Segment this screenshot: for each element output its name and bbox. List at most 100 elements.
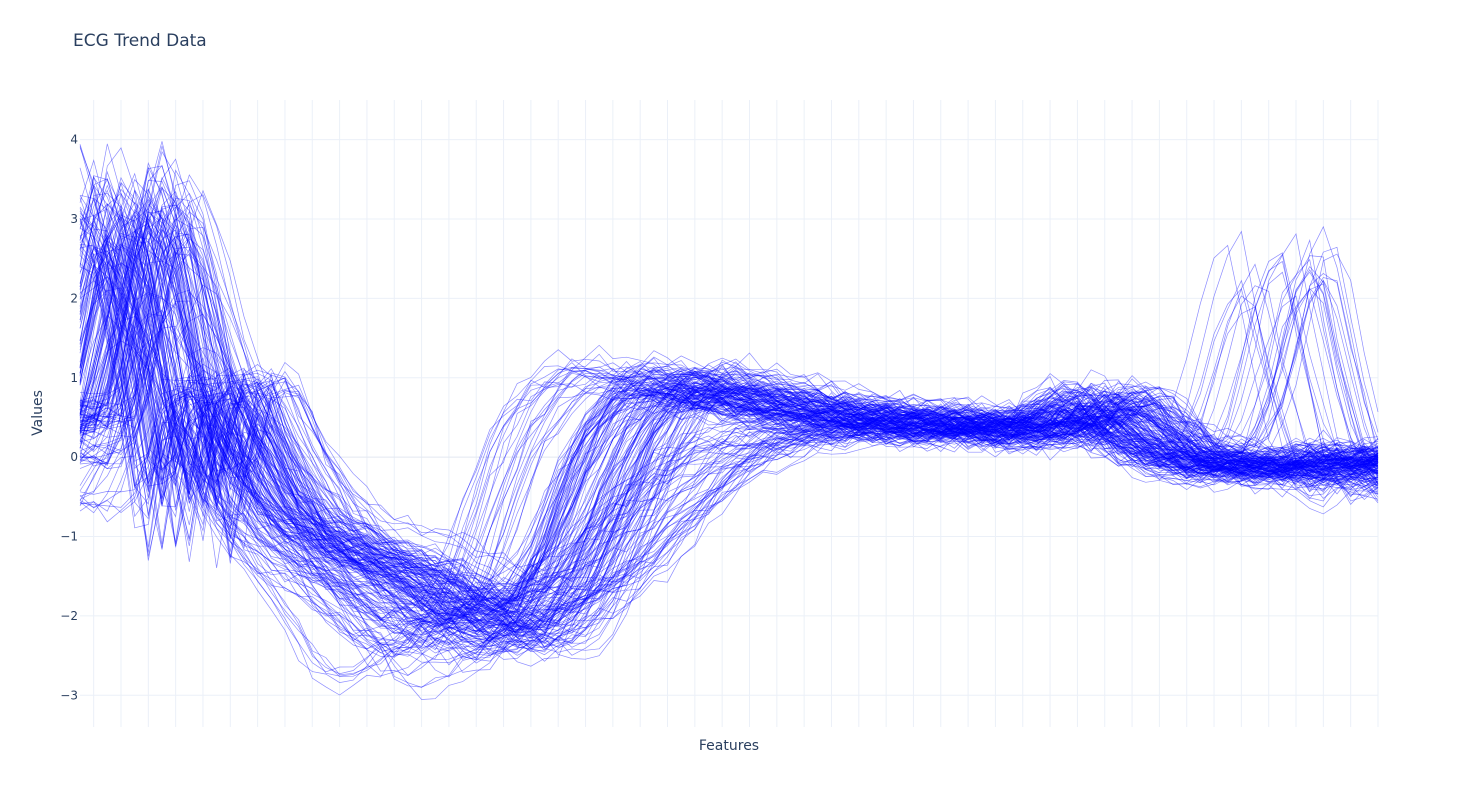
y-tick-labels: −3 −2 −1 0 1 2 3 4 <box>60 133 78 703</box>
series-line <box>79 192 1379 633</box>
y-tick-label: 3 <box>70 212 78 226</box>
series-line <box>79 240 1379 618</box>
series-line <box>79 175 1379 616</box>
series-line <box>79 170 1379 626</box>
series-line <box>79 175 1379 645</box>
series-line <box>79 194 1379 647</box>
series-line <box>79 300 1379 688</box>
chart-title: ECG Trend Data <box>73 31 207 51</box>
series-line <box>79 213 1379 614</box>
series-line <box>79 230 1379 635</box>
series-line <box>79 240 1379 631</box>
series-line <box>79 248 1379 624</box>
series-line <box>79 251 1379 598</box>
series-line <box>79 262 1379 599</box>
series-line <box>79 164 1379 655</box>
series-line <box>79 287 1379 676</box>
series-line <box>79 255 1379 601</box>
series-line <box>79 228 1379 628</box>
series-line <box>79 224 1379 635</box>
series-line <box>79 313 1379 660</box>
series-line <box>79 208 1379 630</box>
series-line <box>79 145 1379 642</box>
series-line <box>79 208 1379 611</box>
series-line <box>79 328 1379 654</box>
series-line <box>79 211 1379 625</box>
series-line <box>79 215 1379 631</box>
series-line <box>79 291 1379 700</box>
series-line <box>79 210 1379 615</box>
series-line <box>79 217 1379 650</box>
series-line <box>79 248 1379 630</box>
series-line <box>79 292 1379 677</box>
series-line <box>79 215 1379 624</box>
series-line <box>79 228 1379 591</box>
series-line <box>79 181 1379 644</box>
series-line <box>79 234 1379 605</box>
series-line <box>79 143 1379 651</box>
series-line <box>79 238 1379 636</box>
series-line <box>79 244 1379 603</box>
series-line <box>79 263 1379 612</box>
series-line <box>79 197 1379 644</box>
series-line <box>79 187 1379 638</box>
y-tick-label: −1 <box>60 530 78 544</box>
series-line <box>79 244 1379 636</box>
series-line <box>79 218 1379 645</box>
series-line <box>79 235 1379 634</box>
series-line <box>79 188 1379 664</box>
series-line <box>79 176 1379 656</box>
series-line <box>79 253 1379 618</box>
series-line <box>79 166 1379 652</box>
series-line <box>79 313 1379 653</box>
series-line <box>79 302 1379 676</box>
series-line <box>79 186 1379 636</box>
series-line <box>79 209 1379 651</box>
series-line <box>79 264 1379 613</box>
series-line <box>79 189 1379 649</box>
series-line <box>79 158 1379 656</box>
series-line <box>79 145 1379 657</box>
series-line <box>79 246 1379 617</box>
series-line <box>79 289 1379 688</box>
x-axis-label: Features <box>698 738 760 754</box>
series-line <box>79 213 1379 607</box>
series-line <box>79 198 1379 635</box>
series-line <box>79 289 1379 675</box>
series-line <box>79 208 1379 667</box>
series-line <box>79 235 1379 648</box>
series-line <box>79 194 1379 634</box>
series-line <box>79 236 1379 630</box>
series-line <box>79 234 1379 609</box>
series-line <box>79 203 1379 633</box>
series-line <box>79 189 1379 656</box>
series-line <box>79 261 1379 606</box>
series-line <box>79 266 1379 617</box>
series-line <box>79 236 1379 601</box>
series-line <box>79 216 1379 624</box>
series-line <box>79 242 1379 618</box>
series-line <box>79 205 1379 660</box>
series-line <box>79 276 1379 673</box>
series-line <box>79 347 1379 635</box>
series-line <box>79 174 1379 631</box>
series-line <box>79 314 1379 677</box>
series-line <box>79 213 1379 629</box>
series-line <box>79 254 1379 602</box>
series-line <box>79 230 1379 637</box>
series-line <box>79 178 1379 631</box>
series-line <box>79 218 1379 628</box>
series-line <box>79 172 1379 626</box>
series-line <box>79 224 1379 631</box>
series-line <box>79 235 1379 617</box>
series-line <box>79 217 1379 643</box>
series-line <box>79 178 1379 657</box>
series-line <box>79 187 1379 625</box>
series-lines <box>79 141 1379 700</box>
series-line <box>79 193 1379 653</box>
series-line <box>79 232 1379 626</box>
series-line <box>79 244 1379 643</box>
y-tick-label: 1 <box>70 371 78 385</box>
series-line <box>79 197 1379 658</box>
series-line <box>79 222 1379 622</box>
